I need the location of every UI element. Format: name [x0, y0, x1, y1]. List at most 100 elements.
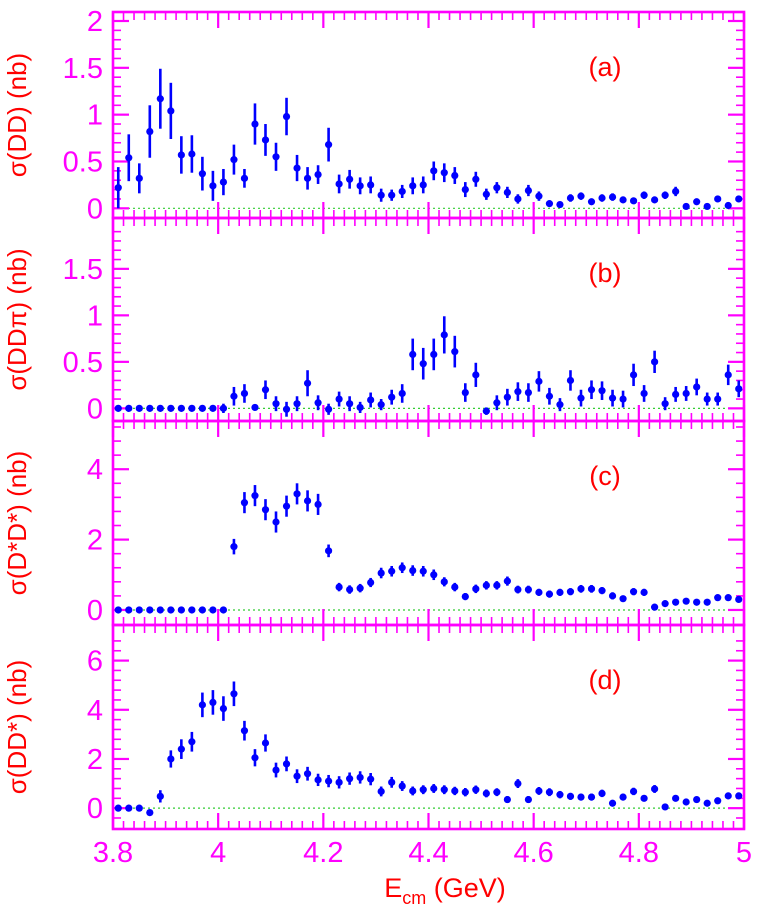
data-point	[503, 577, 511, 585]
data-point	[240, 499, 249, 507]
data-point	[651, 358, 659, 366]
data-point	[566, 376, 575, 385]
data-point	[114, 404, 122, 412]
data-point	[282, 405, 291, 413]
data-point	[303, 174, 312, 182]
data-point	[629, 588, 638, 596]
data-point	[209, 182, 217, 190]
data-point	[377, 569, 385, 577]
y-tick-label: 0.5	[63, 347, 103, 379]
data-point	[251, 754, 259, 762]
data-point	[367, 578, 375, 587]
data-point	[608, 193, 617, 201]
data-point	[146, 404, 154, 412]
data-point	[619, 793, 627, 801]
data-point	[524, 795, 533, 804]
data-point	[619, 595, 627, 603]
y-axis-label: σ(DD) (nb)	[2, 53, 32, 177]
panel-frame	[111, 419, 746, 627]
y-tick-label: 6	[87, 646, 103, 678]
data-point	[209, 606, 217, 614]
data-point	[156, 404, 164, 412]
x-tick-label: 4	[210, 837, 226, 869]
data-point	[514, 195, 522, 203]
data-point	[240, 174, 249, 182]
data-point	[735, 792, 743, 800]
data-point	[545, 392, 554, 400]
data-point	[146, 606, 154, 614]
data-point	[693, 795, 701, 804]
data-point	[556, 200, 564, 209]
data-point	[440, 331, 448, 339]
data-point	[198, 701, 206, 709]
data-point	[524, 186, 533, 195]
data-point	[608, 799, 617, 807]
panel-d: 0 2 4 6 σ(DD*) (nb) (d)	[2, 623, 746, 831]
y-tick-label: 4	[87, 695, 103, 727]
data-point	[661, 400, 669, 408]
data-point	[261, 739, 270, 747]
data-point	[419, 181, 427, 189]
y-tick-label: 1	[87, 300, 103, 332]
data-point	[219, 178, 228, 186]
data-point	[356, 182, 364, 190]
data-point	[356, 773, 364, 782]
data-point	[335, 583, 343, 591]
data-point	[388, 778, 396, 786]
data-point	[135, 606, 143, 614]
data-point	[472, 786, 480, 794]
data-point	[640, 389, 648, 398]
data-point	[682, 597, 690, 605]
data-point	[293, 490, 301, 498]
data-point	[461, 592, 469, 601]
data-point	[703, 202, 711, 211]
data-point	[388, 567, 396, 575]
data-point	[251, 403, 259, 412]
x-tick-label: 4.4	[408, 837, 448, 869]
data-point	[135, 404, 143, 412]
data-point	[346, 175, 354, 183]
x-tick-label: 3.8	[93, 837, 133, 869]
data-point	[261, 136, 270, 144]
data-point	[640, 588, 648, 596]
data-point	[514, 585, 522, 594]
data-point	[440, 169, 448, 177]
y-tick-label: 1.5	[63, 254, 103, 286]
y-tick-label: 0.5	[63, 146, 103, 178]
data-point	[377, 191, 385, 199]
data-point	[545, 590, 554, 598]
data-point	[135, 174, 143, 182]
data-point	[114, 804, 122, 812]
data-point	[409, 787, 417, 795]
data-point	[629, 787, 638, 796]
data-point	[598, 387, 606, 395]
data-point	[303, 379, 312, 387]
data-point	[714, 395, 722, 403]
data-point	[493, 581, 501, 589]
data-point	[282, 760, 291, 768]
data-point	[682, 202, 690, 211]
data-point	[346, 775, 354, 783]
data-point	[714, 594, 722, 602]
data-point	[472, 371, 480, 379]
data-point	[640, 191, 648, 199]
y-tick-label: 1.5	[63, 53, 103, 85]
data-point	[198, 404, 206, 412]
panel-frame	[111, 216, 746, 423]
data-point	[293, 400, 301, 408]
data-point	[125, 804, 133, 812]
data-point	[346, 585, 354, 594]
data-point	[524, 388, 533, 397]
data-point	[367, 396, 375, 404]
x-axis-label-unit: (GeV)	[426, 873, 506, 903]
panel-c: 0 2 4 σ(D*D*) (nb) (c)	[2, 419, 746, 627]
y-tick-label: 2	[87, 744, 103, 776]
data-point	[714, 797, 722, 805]
panel-tag: (c)	[589, 461, 620, 491]
panel-a: 0 0.5 1 1.5 2 σ(DD) (nb) (a)	[2, 6, 746, 225]
data-point	[219, 704, 228, 713]
data-point	[146, 808, 154, 817]
data-point	[430, 350, 438, 359]
data-point	[230, 392, 238, 400]
data-point	[367, 775, 375, 783]
